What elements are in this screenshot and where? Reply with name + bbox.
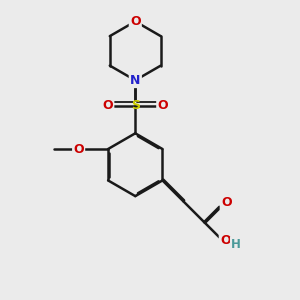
Text: O: O <box>158 99 168 112</box>
Text: N: N <box>130 74 140 87</box>
Text: N: N <box>130 74 140 87</box>
Text: S: S <box>131 99 140 112</box>
Text: H: H <box>231 238 241 251</box>
Text: O: O <box>220 234 231 247</box>
Text: O: O <box>103 99 113 112</box>
Text: O: O <box>221 196 232 209</box>
Text: O: O <box>73 142 84 155</box>
Text: O: O <box>130 15 141 28</box>
